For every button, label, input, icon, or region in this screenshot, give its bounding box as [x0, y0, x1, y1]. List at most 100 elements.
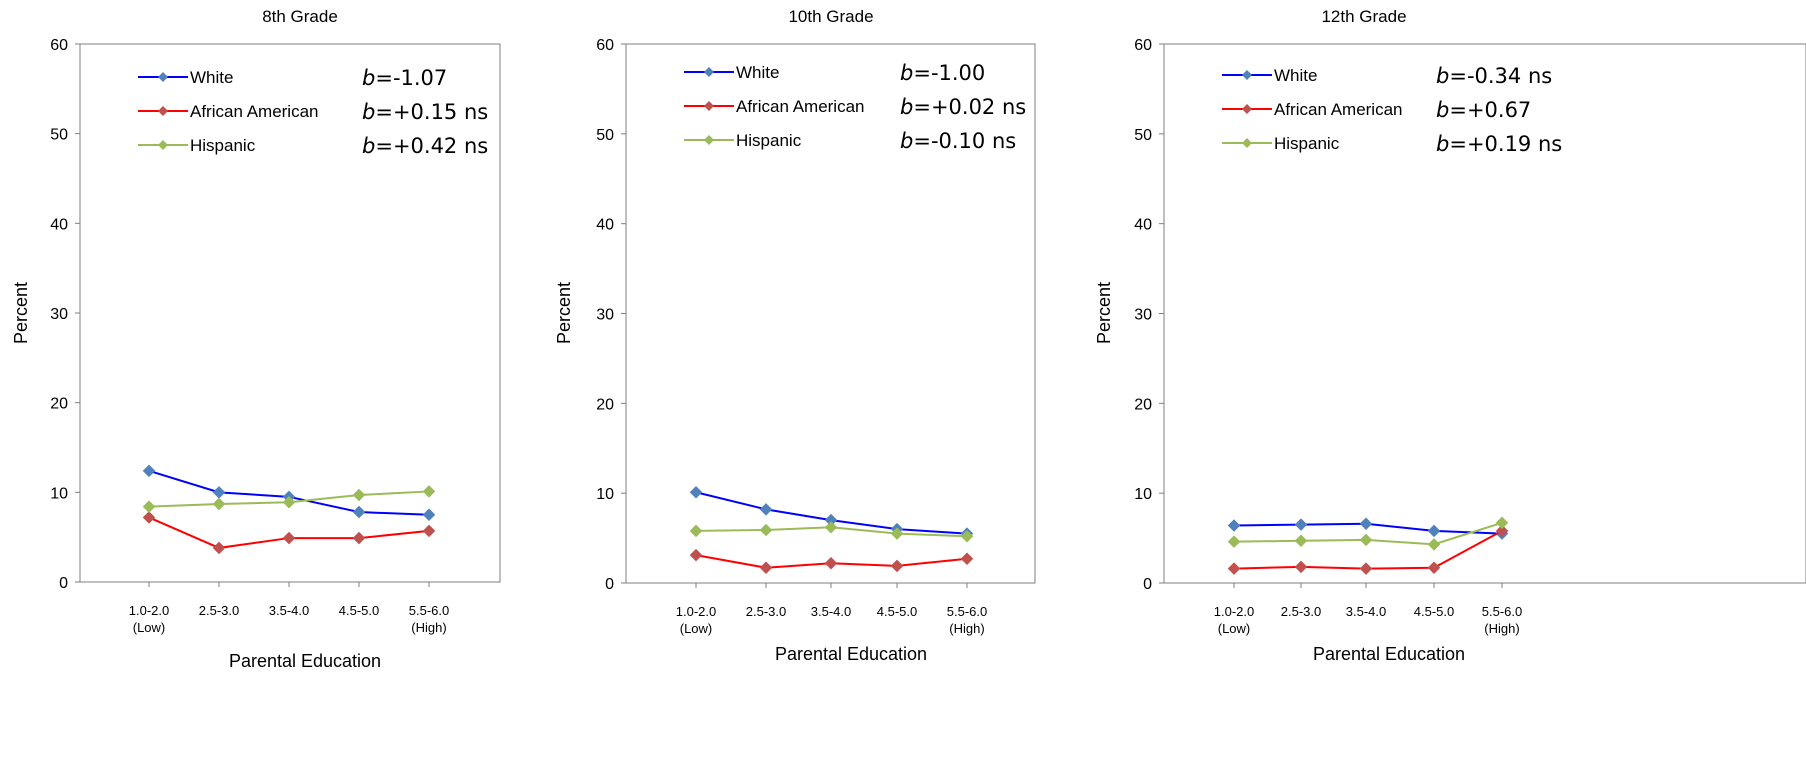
- slope-annotation: b=+0.67: [1436, 98, 1531, 122]
- data-point: [142, 500, 156, 514]
- legend-label: Hispanic: [1274, 134, 1340, 153]
- data-point: [960, 552, 974, 566]
- legend-marker: [1242, 138, 1252, 148]
- y-axis-label: Percent: [11, 282, 31, 344]
- data-point: [1427, 524, 1441, 538]
- slope-symbol: b: [362, 66, 375, 90]
- x-tick-label: 3.5-4.0: [811, 604, 851, 619]
- data-point: [890, 527, 904, 540]
- data-point: [352, 505, 366, 519]
- y-tick-label: 40: [50, 216, 68, 233]
- chart-title: 12th Grade: [1321, 7, 1406, 26]
- chart-title: 8th Grade: [262, 7, 338, 26]
- slope-annotation: b=+0.42 ns: [362, 134, 488, 158]
- data-point: [282, 531, 296, 545]
- x-tick-label: 4.5-5.0: [339, 603, 379, 618]
- x-tick-label: 3.5-4.0: [1346, 604, 1386, 619]
- legend-label: Hispanic: [190, 136, 256, 155]
- x-tick-sublabel: (High): [1484, 621, 1519, 636]
- legend-marker: [1242, 104, 1252, 114]
- data-point: [1427, 561, 1441, 575]
- data-point: [1427, 538, 1441, 551]
- y-tick-label: 40: [596, 217, 614, 234]
- y-tick-label: 20: [596, 396, 614, 413]
- y-tick-label: 10: [50, 485, 68, 502]
- data-point: [1227, 562, 1241, 575]
- data-point: [1294, 518, 1308, 531]
- legend-label: African American: [1274, 100, 1403, 119]
- legend-label: White: [736, 63, 779, 82]
- x-tick-sublabel: (Low): [1218, 621, 1251, 636]
- slope-annotation: b=+0.02 ns: [900, 95, 1026, 119]
- data-point: [689, 548, 703, 562]
- y-tick-label: 60: [50, 37, 68, 54]
- x-tick-label: 1.0-2.0: [129, 603, 169, 618]
- legend-marker: [704, 67, 714, 77]
- data-point: [352, 531, 366, 545]
- slope-symbol: b: [1436, 98, 1449, 122]
- data-point: [422, 485, 436, 498]
- y-tick-label: 0: [59, 575, 68, 592]
- x-tick-label: 1.0-2.0: [1214, 604, 1254, 619]
- slope-symbol: b: [362, 134, 375, 158]
- y-tick-label: 0: [605, 576, 614, 593]
- chart-title: 10th Grade: [788, 7, 873, 26]
- data-point: [142, 464, 156, 478]
- data-point: [1495, 516, 1509, 530]
- x-axis-label: Parental Education: [775, 644, 927, 664]
- slope-value: =+0.42 ns: [375, 134, 488, 158]
- data-point: [1227, 519, 1241, 532]
- x-tick-label: 5.5-6.0: [947, 604, 987, 619]
- slope-value: =-0.10 ns: [913, 129, 1016, 153]
- slope-symbol: b: [900, 129, 913, 153]
- x-tick-label: 5.5-6.0: [1482, 604, 1522, 619]
- data-point: [212, 485, 226, 499]
- slope-annotation: b=-1.07: [362, 66, 447, 90]
- legend-label: African American: [736, 97, 865, 116]
- slope-value: =-1.07: [375, 66, 447, 90]
- slope-annotation: b=-0.10 ns: [900, 129, 1016, 153]
- x-tick-sublabel: (Low): [680, 621, 713, 636]
- legend-marker: [704, 135, 714, 145]
- data-point: [1495, 524, 1509, 538]
- x-tick-label: 2.5-3.0: [746, 604, 786, 619]
- y-tick-label: 30: [50, 306, 68, 323]
- x-tick-label: 1.0-2.0: [676, 604, 716, 619]
- chart-panel-1: 8th Grade 0 10 20 30 40 50 60 1.0-2.0 (Low) 2.5-3.…: [11, 7, 501, 671]
- data-point: [1294, 560, 1308, 574]
- y-tick-label: 60: [596, 37, 614, 54]
- data-point: [689, 485, 703, 499]
- y-tick-label: 50: [50, 127, 68, 144]
- slope-annotation: b=+0.19 ns: [1436, 132, 1562, 156]
- legend-label: African American: [190, 102, 319, 121]
- data-point: [352, 488, 366, 502]
- data-point: [960, 529, 974, 543]
- legend-marker: [1242, 70, 1252, 80]
- data-point: [1359, 533, 1373, 547]
- slope-value: =+0.19 ns: [1449, 132, 1562, 156]
- slope-annotation: b=-0.34 ns: [1436, 64, 1552, 88]
- x-tick-label: 2.5-3.0: [1281, 604, 1321, 619]
- data-point: [212, 541, 226, 555]
- x-tick-sublabel: (Low): [133, 620, 166, 635]
- slope-symbol: b: [1436, 64, 1449, 88]
- legend-label: White: [190, 68, 233, 87]
- slope-value: =+0.15 ns: [375, 100, 488, 124]
- slope-symbol: b: [900, 95, 913, 119]
- data-point: [1227, 535, 1241, 549]
- data-point: [824, 556, 838, 570]
- slope-value: =-0.34 ns: [1449, 64, 1552, 88]
- x-tick-sublabel: (High): [411, 620, 446, 635]
- y-tick-label: 10: [596, 486, 614, 503]
- x-axis-label: Parental Education: [229, 651, 381, 671]
- legend-label: White: [1274, 66, 1317, 85]
- legend-label: Hispanic: [736, 131, 802, 150]
- legend-marker: [158, 106, 168, 116]
- data-point: [422, 524, 436, 538]
- chart-panel-3: 12th Grade 0 10 20 30 40 50 60 1.0-2.0 (Low) 2.5-3…: [1094, 7, 1806, 664]
- x-tick-label: 4.5-5.0: [1414, 604, 1454, 619]
- data-point: [1294, 534, 1308, 548]
- slope-value: =+0.67: [1449, 98, 1531, 122]
- slope-symbol: b: [1436, 132, 1449, 156]
- plot-area: [1163, 43, 1806, 584]
